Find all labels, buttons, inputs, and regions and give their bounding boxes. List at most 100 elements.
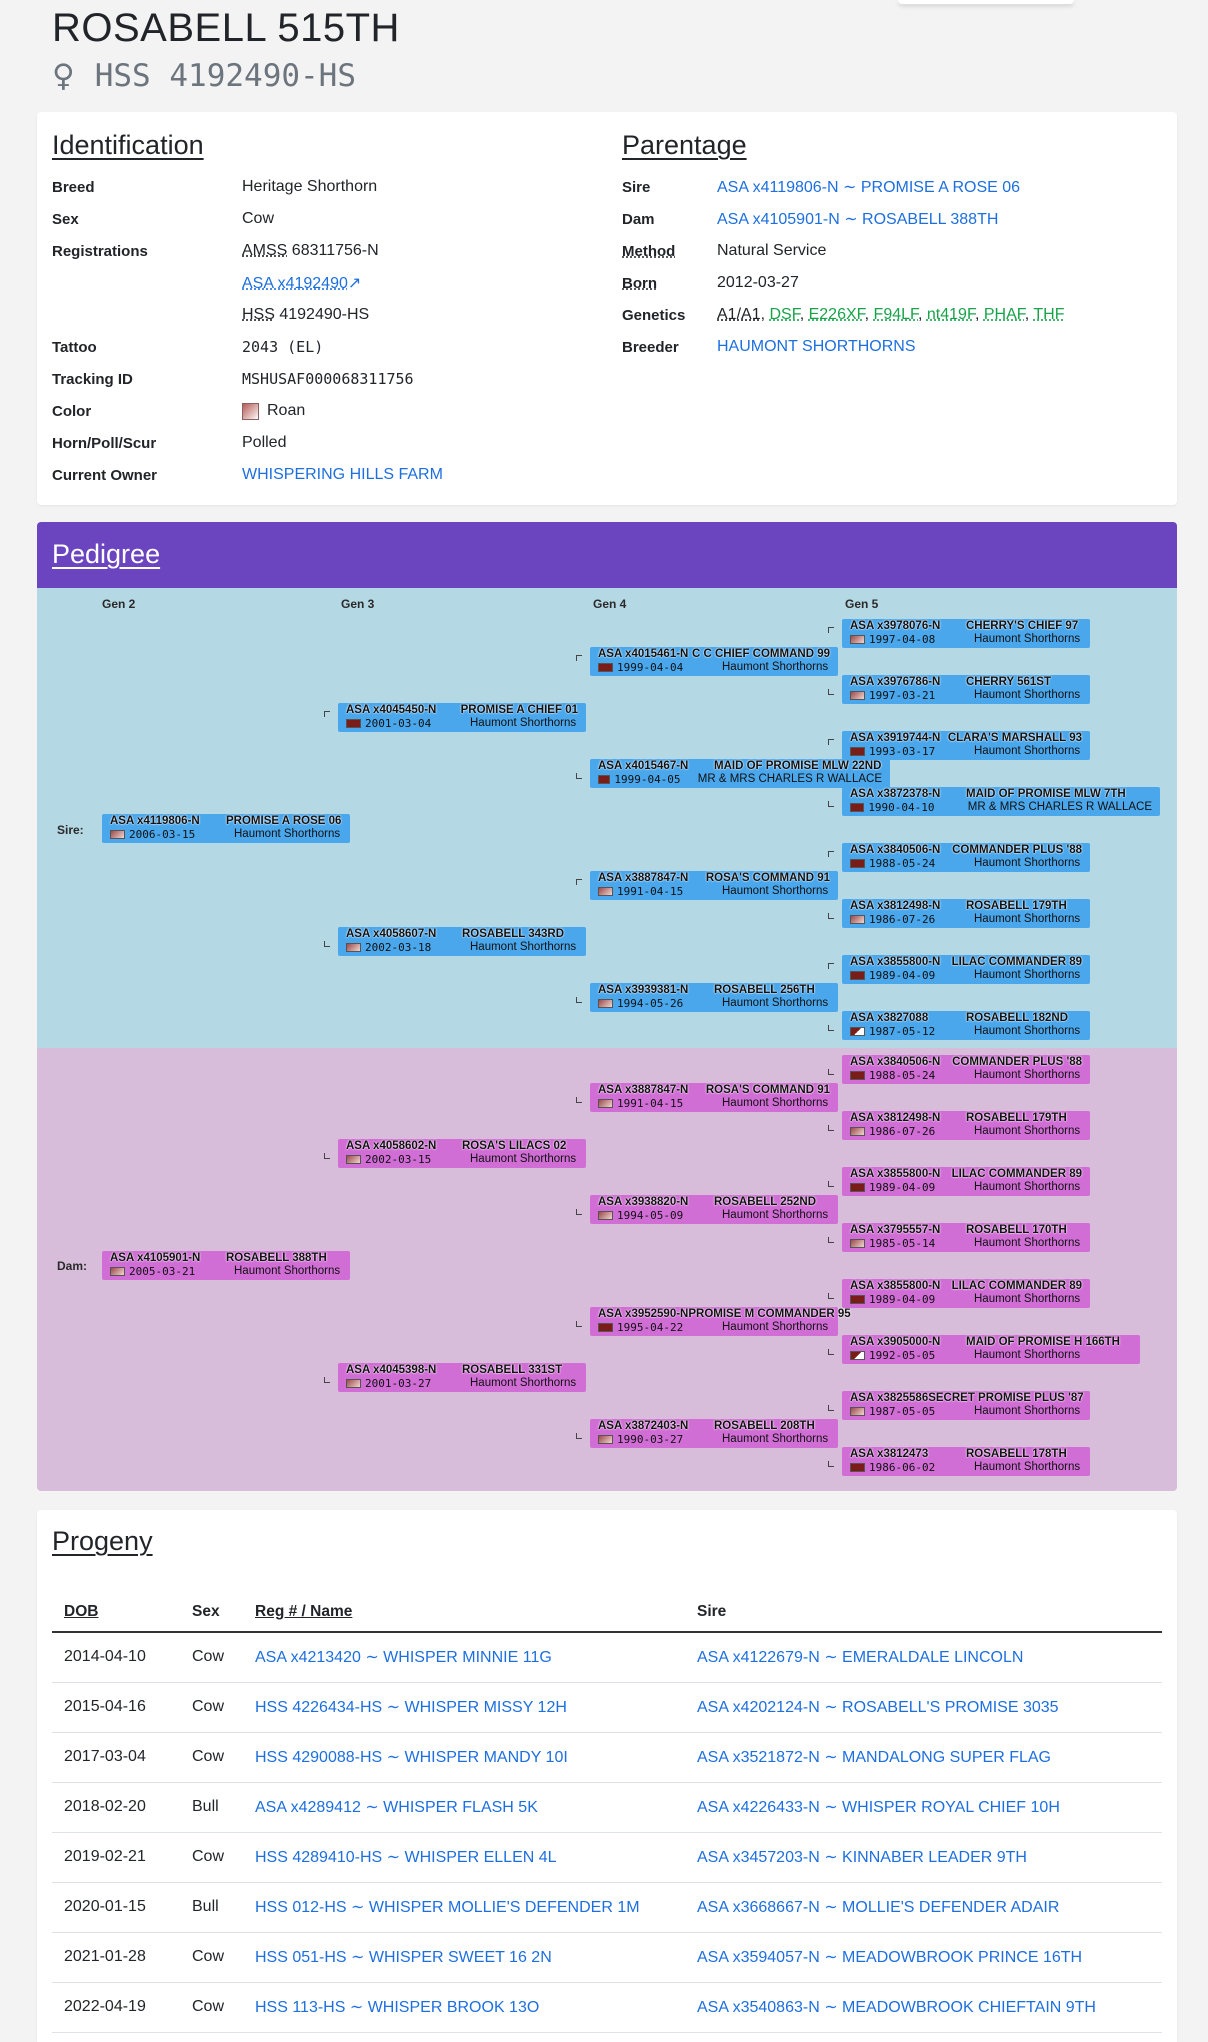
progeny-reg-link[interactable]: HSS 4289410-HS ∼ WHISPER ELLEN 4L	[255, 1849, 557, 1866]
node-breeder: Haumont Shorthorns	[722, 997, 829, 1009]
pedigree-node[interactable]: ASA x3812498-N ROSABELL 179TH 1986-07-26 Ha…	[842, 1111, 1090, 1140]
hss-abbr[interactable]: HSS	[242, 306, 275, 323]
color-swatch-icon	[850, 1351, 865, 1360]
progeny-reg-link[interactable]: HSS 051-HS ∼ WHISPER SWEET 16 2N	[255, 1949, 552, 1966]
progeny-reg-link[interactable]: ASA x4213420 ∼ WHISPER MINNIE 11G	[255, 1649, 552, 1667]
progeny-reg-link[interactable]: HSS 113-HS ∼ WHISPER BROOK 13O	[255, 1999, 540, 2016]
genetic-e226xf[interactable]: E226XF	[808, 306, 865, 323]
progeny-sex: Bull	[180, 1882, 243, 1933]
node-name: ROSABELL 343RD	[462, 928, 565, 940]
progeny-sire-link[interactable]: ASA x4226433-N ∼ WHISPER ROYAL CHIEF 10H	[697, 1799, 1060, 1816]
genetic-nt419f[interactable]: nt419F	[926, 306, 975, 323]
progeny-reg-link[interactable]: ASA x4289412 ∼ WHISPER FLASH 5K	[255, 1799, 538, 1816]
pedigree-connector	[324, 1377, 330, 1383]
pedigree-node[interactable]: ASA x3812473 ROSABELL 178TH 1986-06-02 Haum…	[842, 1447, 1090, 1476]
tracking-label: Tracking ID	[52, 370, 133, 388]
pedigree-node[interactable]: ASA x3827088 ROSABELL 182ND 1987-05-12 Haum…	[842, 1011, 1090, 1040]
sex-value: Cow	[242, 210, 275, 227]
color-swatch-icon	[110, 1267, 125, 1276]
table-row: 2017-03-04 Cow HSS 4290088-HS ∼ WHISPER MA…	[52, 1732, 1162, 1783]
node-date: 1994-05-09	[617, 1209, 684, 1222]
pedigree-connector	[324, 1153, 330, 1159]
node-breeder: MR & MRS CHARLES R WALLACE	[967, 801, 1152, 813]
sex-label: Sex	[52, 210, 79, 228]
breeder-link[interactable]: HAUMONT SHORTHORNS	[717, 338, 916, 355]
pedigree-node[interactable]: ASA x3825586 SECRET PROMISE PLUS '87 1987-…	[842, 1391, 1090, 1420]
progeny-sire-link[interactable]: ASA x3594057-N ∼ MEADOWBROOK PRINCE 16TH	[697, 1949, 1083, 1966]
progeny-sire-link[interactable]: ASA x4202124-N ∼ ROSABELL'S PROMISE 3035	[697, 1699, 1059, 1716]
pedigree-node[interactable]: ASA x4105901-N ROSABELL 388TH 2005-03-21 Ha…	[102, 1251, 350, 1280]
pedigree-node[interactable]: ASA x4045398-N ROSABELL 331ST 2001-03-27 Ha…	[338, 1363, 586, 1392]
progeny-reg-link[interactable]: HSS 4290088-HS ∼ WHISPER MANDY 10I	[255, 1749, 568, 1766]
node-date: 2005-03-21	[129, 1265, 196, 1278]
progeny-sire-link[interactable]: ASA x3521872-N ∼ MANDALONG SUPER FLAG	[697, 1749, 1051, 1766]
progeny-reg-link[interactable]: HSS 012-HS ∼ WHISPER MOLLIE'S DEFENDER 1…	[255, 1899, 640, 1916]
pedigree-node[interactable]: ASA x3887847-N ROSA'S COMMAND 91 1991-04-1…	[590, 1083, 838, 1112]
pedigree-node[interactable]: ASA x3872403-N ROSABELL 208TH 1990-03-27 Ha…	[590, 1419, 838, 1448]
pedigree-node[interactable]: ASA x3978076-N CHERRY'S CHIEF 97 1997-04-0…	[842, 619, 1090, 648]
pedigree-node[interactable]: ASA x3855800-N LILAC COMMANDER 89 1989-04-…	[842, 1167, 1090, 1196]
col-reg-name[interactable]: Reg # / Name	[243, 1592, 685, 1633]
node-date: 1989-04-09	[869, 1293, 936, 1306]
pedigree-connector	[828, 627, 834, 633]
node-breeder: Haumont Shorthorns	[722, 1209, 829, 1221]
gen5-label: Gen 5	[845, 597, 879, 611]
pedigree-node[interactable]: ASA x4058607-N ROSABELL 343RD 2002-03-18 Ha…	[338, 927, 586, 956]
pedigree-node[interactable]: ASA x3887847-N ROSA'S COMMAND 91 1991-04-1…	[590, 871, 838, 900]
pedigree-node[interactable]: ASA x3872378-N MAID OF PROMISE MLW 7TH 199…	[842, 787, 1160, 816]
amss-abbr[interactable]: AMSS	[242, 242, 288, 259]
sire-link[interactable]: ASA x4119806-N ∼ PROMISE A ROSE 06	[717, 179, 1021, 196]
pedigree-node[interactable]: ASA x3840506-N COMMANDER PLUS '88 1988-05-…	[842, 1055, 1090, 1084]
node-reg: ASA x3978076-N	[850, 620, 941, 632]
pedigree-node[interactable]: ASA x4058602-N ROSA'S LILACS 02 2002-03-15…	[338, 1139, 586, 1168]
dam-link[interactable]: ASA x4105901-N ∼ ROSABELL 388TH	[717, 211, 999, 228]
progeny-sire-link[interactable]: ASA x4122679-N ∼ EMERALDALE LINCOLN	[697, 1649, 1024, 1667]
pedigree-node[interactable]: ASA x3812498-N ROSABELL 179TH 1986-07-26 Ha…	[842, 899, 1090, 928]
node-reg: ASA x3976786-N	[850, 676, 941, 688]
pedigree-node[interactable]: ASA x3919744-N CLARA'S MARSHALL 93 1993-03…	[842, 731, 1090, 760]
genetic-phaf[interactable]: PHAF	[983, 306, 1025, 323]
color-swatch-icon	[850, 1407, 865, 1416]
color-swatch-icon	[598, 999, 613, 1008]
sire-label: Sire	[622, 178, 651, 196]
node-breeder: Haumont Shorthorns	[722, 661, 829, 673]
registration-asa-link[interactable]: ASA x4192490↗	[242, 273, 361, 293]
pedigree-node[interactable]: ASA x3855800-N LILAC COMMANDER 89 1989-04-…	[842, 955, 1090, 984]
pedigree-node[interactable]: ASA x4045450-N PROMISE A CHIEF 01 2001-03-…	[338, 703, 586, 732]
node-date: 1991-04-15	[617, 1097, 684, 1110]
progeny-reg-link[interactable]: HSS 4226434-HS ∼ WHISPER MISSY 12H	[255, 1699, 567, 1716]
progeny-sire-link[interactable]: ASA x3668667-N ∼ MOLLIE'S DEFENDER ADAIR	[697, 1899, 1060, 1916]
node-date: 1997-03-21	[869, 689, 936, 702]
pedigree-node[interactable]: ASA x3855800-N LILAC COMMANDER 89 1989-04-…	[842, 1279, 1090, 1308]
genetic-dsf[interactable]: DSF	[769, 306, 800, 323]
pedigree-node[interactable]: ASA x3976786-N CHERRY 561ST 1997-03-21 Haum…	[842, 675, 1090, 704]
pedigree-node[interactable]: ASA x3795557-N ROSABELL 170TH 1985-05-14 Ha…	[842, 1223, 1090, 1252]
pedigree-connector	[828, 739, 834, 745]
genetic-f94lf[interactable]: F94LF	[873, 306, 919, 323]
progeny-dob: 2019-02-21	[52, 1832, 180, 1883]
pedigree-node[interactable]: ASA x4119806-N PROMISE A ROSE 06 2006-03-1…	[102, 814, 350, 843]
genetic-a1a1[interactable]: A1/A1	[717, 306, 761, 323]
node-name: ROSABELL 208TH	[714, 1420, 815, 1432]
color-swatch-icon	[598, 887, 613, 896]
pedigree-node[interactable]: ASA x4015461-N C C CHIEF COMMAND 99 1999-0…	[590, 647, 838, 676]
pedigree-node[interactable]: ASA x3905000-N MAID OF PROMISE H 166TH 199…	[842, 1335, 1140, 1364]
node-date: 1990-04-10	[868, 801, 935, 814]
pedigree-connector	[828, 963, 834, 969]
pedigree-node[interactable]: ASA x4015467-N MAID OF PROMISE MLW 22ND 19…	[590, 759, 890, 788]
genetic-thf[interactable]: THF	[1033, 306, 1065, 323]
node-name: C C CHIEF COMMAND 99	[691, 648, 830, 660]
top-tab	[898, 0, 1074, 4]
pedigree-header: Pedigree	[37, 522, 1177, 588]
pedigree-node[interactable]: ASA x3939381-N ROSABELL 256TH 1994-05-26 Ha…	[590, 983, 838, 1012]
table-row: 2021-01-28 Cow HSS 051-HS ∼ WHISPER SWEET …	[52, 1932, 1162, 1983]
table-row: 2019-02-21 Cow HSS 4289410-HS ∼ WHISPER EL…	[52, 1832, 1162, 1883]
pedigree-node[interactable]: ASA x3938820-N ROSABELL 252ND 1994-05-09 Ha…	[590, 1195, 838, 1224]
amss-value: 68311756-N	[291, 242, 379, 259]
progeny-sire-link[interactable]: ASA x3540863-N ∼ MEADOWBROOK CHIEFTAIN 9…	[697, 1999, 1096, 2016]
pedigree-node[interactable]: ASA x3952590-N PROMISE M COMMANDER 95 1995…	[590, 1307, 851, 1336]
pedigree-node[interactable]: ASA x3840506-N COMMANDER PLUS '88 1988-05-…	[842, 843, 1090, 872]
col-dob[interactable]: DOB	[52, 1592, 180, 1633]
owner-link[interactable]: WHISPERING HILLS FARM	[242, 466, 443, 483]
progeny-sire-link[interactable]: ASA x3457203-N ∼ KINNABER LEADER 9TH	[697, 1849, 1027, 1866]
